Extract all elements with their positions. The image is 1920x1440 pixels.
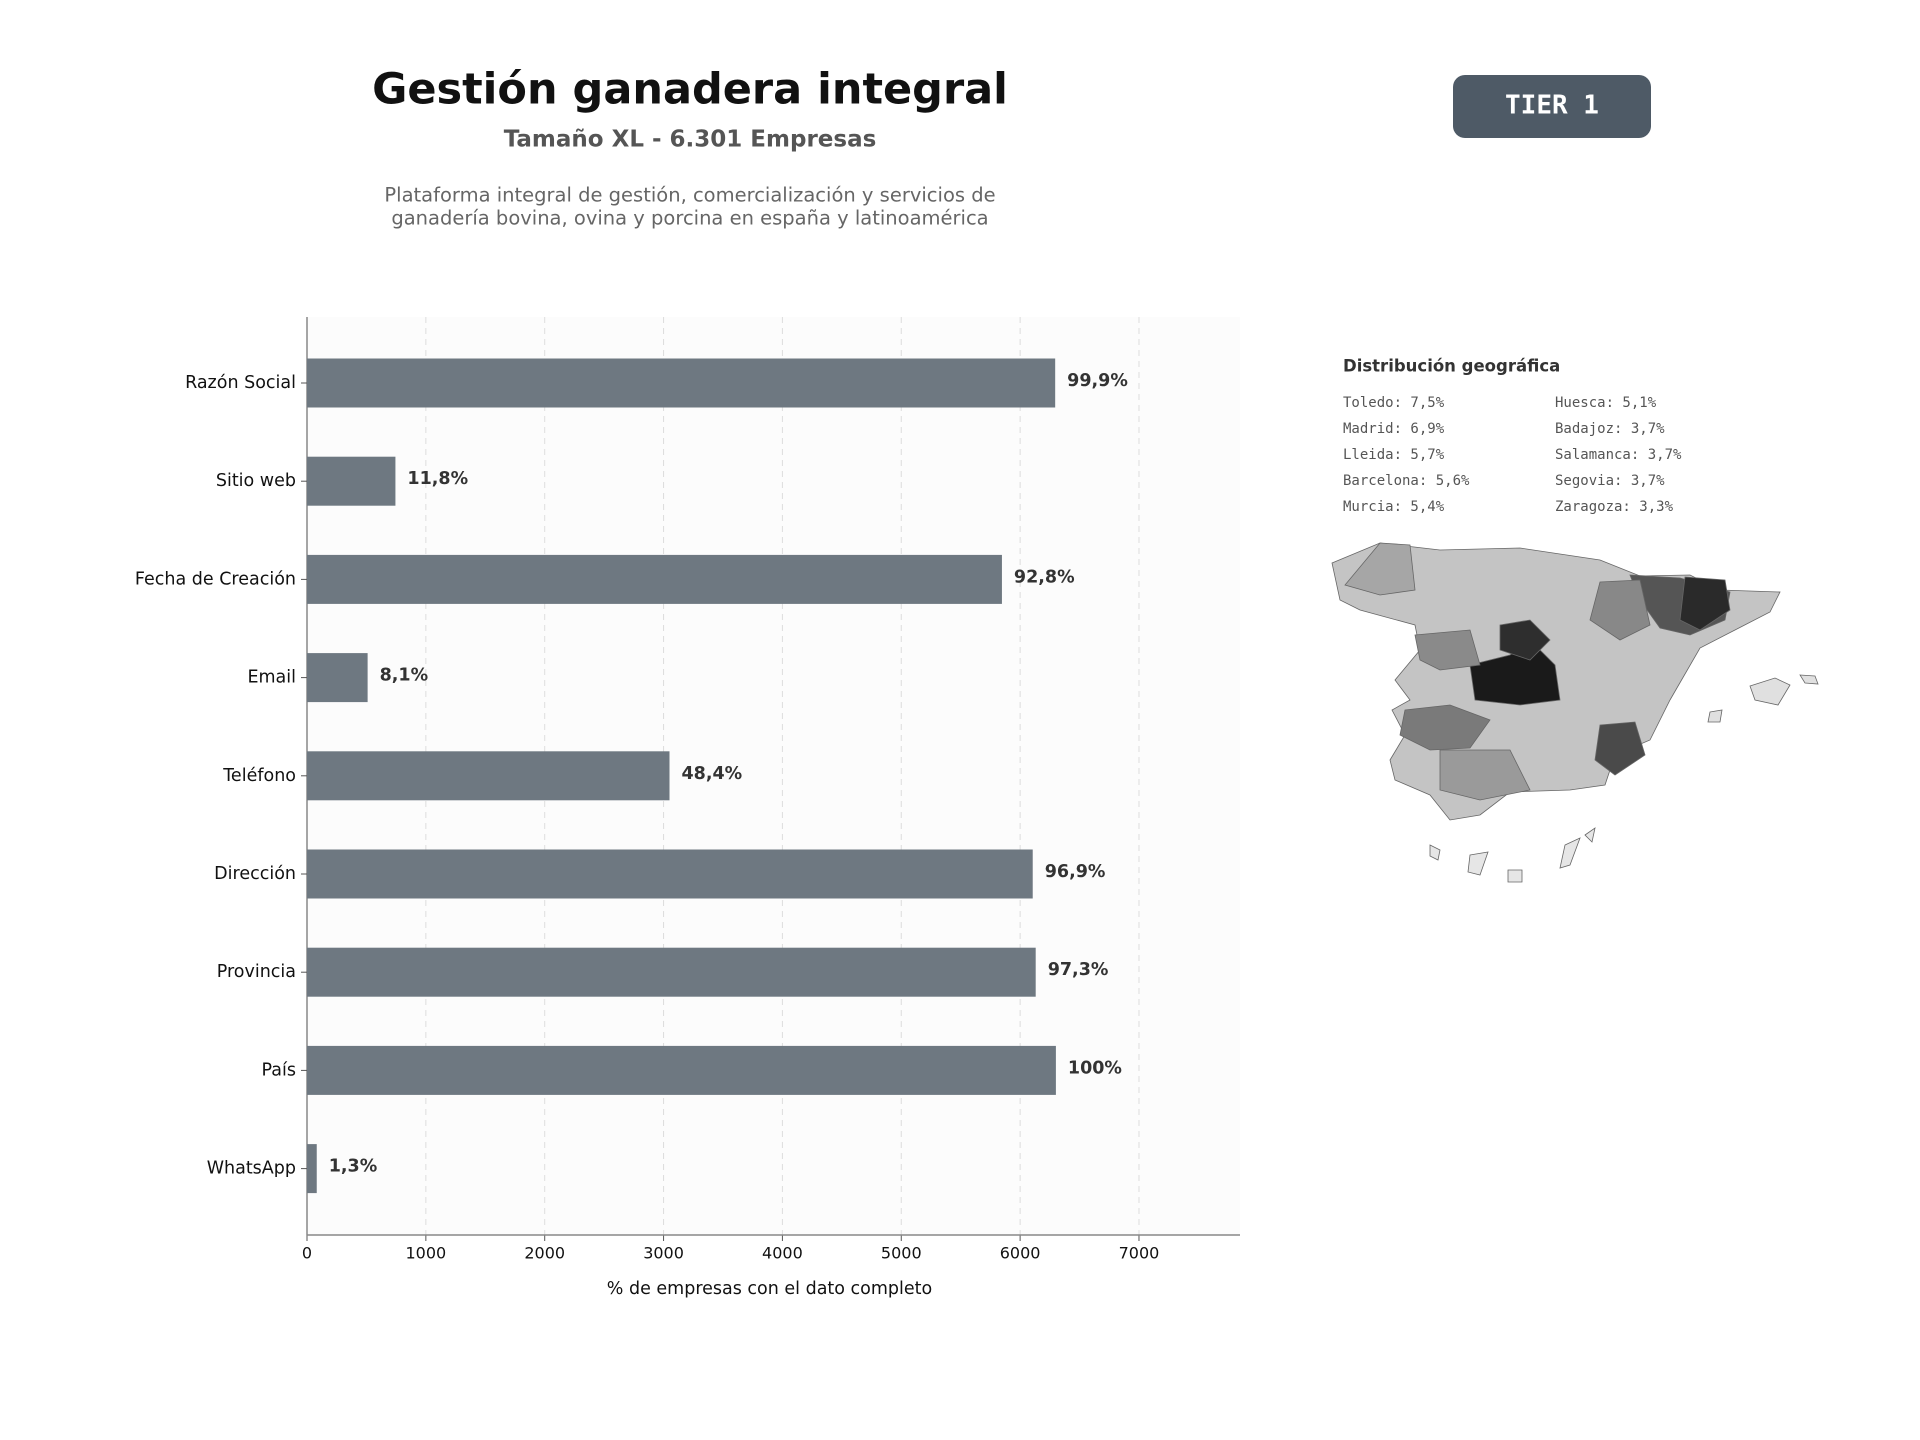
x-axis-label: % de empresas con el dato completo	[607, 1279, 932, 1299]
geo-item: Badajoz: 3,7%	[1555, 421, 1665, 437]
balearics	[1707, 709, 1723, 723]
subtitle: Tamaño XL - 6.301 Empresas	[504, 127, 877, 153]
y-tick-label: Dirección	[214, 864, 296, 884]
region	[1439, 749, 1531, 801]
region	[1679, 576, 1731, 631]
value-label: 11,8%	[407, 469, 468, 489]
x-tick-label: 2000	[524, 1244, 565, 1263]
y-tick-label: Teléfono	[222, 766, 296, 786]
y-tick-label: País	[262, 1060, 296, 1080]
bar	[307, 554, 1002, 604]
region	[1344, 542, 1416, 596]
region	[1589, 579, 1651, 641]
geo-item: Toledo: 7,5%	[1343, 395, 1445, 411]
x-tick-label: 5000	[881, 1244, 922, 1263]
x-tick-label: 6000	[1000, 1244, 1041, 1263]
value-label: 97,3%	[1048, 960, 1109, 980]
description: ganadería bovina, ovina y porcina en esp…	[391, 207, 988, 230]
bar	[307, 849, 1033, 899]
bar	[307, 653, 368, 703]
balearics	[1799, 674, 1819, 685]
geo-item: Huesca: 5,1%	[1555, 395, 1657, 411]
bar	[307, 947, 1036, 997]
bar	[307, 751, 670, 801]
geo-title: Distribución geográfica	[1343, 357, 1560, 376]
region	[1414, 629, 1481, 671]
bar	[307, 456, 396, 506]
geo-item: Zaragoza: 3,3%	[1555, 499, 1674, 515]
map	[1331, 542, 1819, 883]
y-tick-label: WhatsApp	[207, 1159, 296, 1179]
value-label: 96,9%	[1045, 862, 1106, 882]
geo-item: Murcia: 5,4%	[1343, 499, 1445, 515]
region	[1499, 619, 1551, 661]
geo-item: Lleida: 5,7%	[1343, 447, 1445, 463]
geo-item: Madrid: 6,9%	[1343, 421, 1445, 437]
x-tick-label: 3000	[643, 1244, 684, 1263]
x-tick-label: 4000	[762, 1244, 803, 1263]
value-label: 99,9%	[1067, 371, 1128, 391]
bar	[307, 1144, 317, 1194]
value-label: 1,3%	[329, 1157, 378, 1177]
y-tick-label: Sitio web	[216, 471, 296, 491]
description: Plataforma integral de gestión, comercia…	[384, 184, 995, 207]
region	[1399, 704, 1491, 751]
geo-item: Barcelona: 5,6%	[1343, 473, 1470, 489]
y-tick-label: Email	[247, 668, 296, 688]
region	[1594, 721, 1646, 776]
bar	[307, 358, 1056, 408]
y-tick-label: Fecha de Creación	[135, 569, 296, 589]
balearics	[1749, 677, 1791, 706]
value-label: 92,8%	[1014, 567, 1075, 587]
x-tick-label: 1000	[405, 1244, 446, 1263]
badge-text: TIER 1	[1505, 91, 1599, 121]
value-label: 100%	[1068, 1058, 1122, 1078]
x-tick-label: 0	[302, 1244, 312, 1263]
value-label: 48,4%	[682, 764, 743, 784]
badge	[1453, 75, 1651, 138]
value-label: 8,1%	[380, 666, 429, 686]
geo-item: Salamanca: 3,7%	[1555, 447, 1682, 463]
y-tick-label: Provincia	[217, 962, 296, 982]
bar	[307, 1045, 1056, 1095]
canaries	[1429, 827, 1596, 883]
geo-item: Segovia: 3,7%	[1555, 473, 1665, 489]
x-tick-label: 7000	[1119, 1244, 1160, 1263]
y-tick-label: Razón Social	[185, 373, 296, 393]
title: Gestión ganadera integral	[372, 65, 1008, 115]
